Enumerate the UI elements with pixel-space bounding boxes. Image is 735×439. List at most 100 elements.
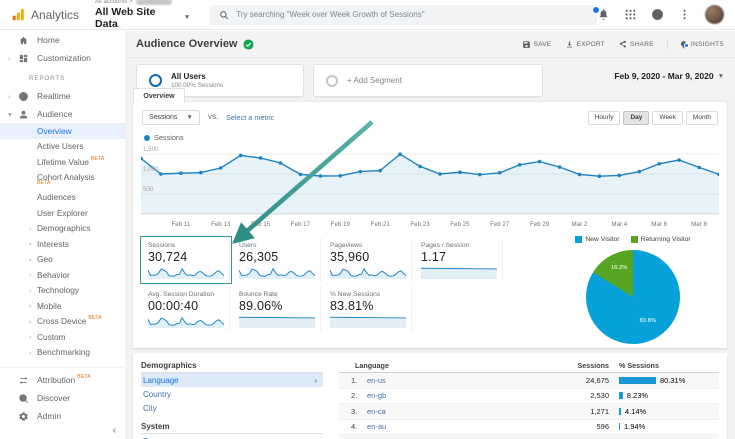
sidebar-item-label: Geo (37, 254, 53, 265)
more-options-icon[interactable] (678, 8, 691, 21)
chevron-right-icon: › (29, 270, 32, 280)
account-selector[interactable]: All accounts > All Web Site Data ▼ (95, 0, 190, 30)
metric-value: 35,960 (330, 250, 370, 264)
insights-button[interactable]: INSIGHTS (666, 39, 724, 49)
sidebar-item-audience[interactable]: ▾ Audience (0, 105, 125, 123)
x-axis-tick: Feb 27 (490, 221, 510, 228)
add-segment-button[interactable]: + Add Segment (313, 64, 543, 97)
sidebar-item-technology[interactable]: › Technology (0, 283, 125, 299)
dimension-city[interactable]: City (141, 401, 323, 415)
granularity-week-button[interactable]: Week (652, 110, 683, 125)
sidebar-item-label: Lifetime Value (37, 156, 89, 167)
brand-name: Analytics (31, 7, 80, 22)
sidebar-item-user-explorer[interactable]: User Explorer (0, 205, 125, 221)
metric-value: 1.17 (421, 250, 447, 264)
sidebar-item-active-users[interactable]: Active Users (0, 139, 125, 155)
metric-card-sessions[interactable]: Sessions 30,724 (140, 236, 232, 284)
language-link[interactable]: en-ca (367, 406, 386, 416)
sidebar-item-realtime[interactable]: › Realtime (0, 87, 125, 105)
sidebar-item-home[interactable]: Home (0, 31, 125, 49)
language-link[interactable]: en-gb (367, 391, 387, 401)
search-input[interactable]: Try searching "Week over Week Growth of … (210, 4, 597, 25)
metric-card-users[interactable]: Users 26,305 (233, 238, 321, 282)
column-header-pct-sessions[interactable]: % Sessions (619, 361, 659, 370)
column-header-language[interactable]: Language (355, 361, 389, 370)
sidebar-item-attribution[interactable]: Attribution BETA (0, 371, 125, 389)
segment-all-users[interactable]: All Users 100.00% Sessions (136, 64, 304, 97)
sidebar-item-label: Cross Device (37, 316, 87, 327)
sidebar-item-geo[interactable]: › Geo (0, 252, 125, 268)
sidebar-item-benchmarking[interactable]: › Benchmarking (0, 345, 125, 361)
chevron-right-icon: › (29, 316, 32, 326)
segment-title: All Users (171, 72, 206, 82)
metric-card-avg-session-duration[interactable]: Avg. Session Duration 00:00:40 (142, 287, 230, 331)
chevron-down-icon: ▼ (183, 14, 191, 22)
row-rank: 5. (351, 438, 363, 439)
beta-badge: BETA (88, 315, 102, 322)
help-icon[interactable] (651, 8, 664, 21)
language-link[interactable]: en-us (367, 375, 386, 385)
sidebar-item-label: Technology (37, 285, 79, 296)
sidebar-item-customization[interactable]: › Customization (0, 49, 125, 67)
save-button[interactable]: SAVE (522, 40, 552, 49)
notifications-bell-icon[interactable] (592, 6, 610, 21)
share-button[interactable]: SHARE (618, 40, 654, 49)
share-icon (619, 40, 626, 47)
language-link[interactable]: en-za (363, 438, 524, 439)
dimension-label: Language (143, 375, 179, 385)
sidebar-item-label: Home (37, 35, 60, 45)
select-metric-link[interactable]: Select a metric (226, 113, 275, 122)
metric-card-new-sessions[interactable]: % New Sessions 83.81% (324, 287, 412, 331)
metric-dropdown[interactable]: Sessions ▼ (142, 110, 200, 125)
x-axis-tick: Feb 29 (529, 221, 550, 228)
pct-bar (619, 392, 623, 400)
export-icon (566, 41, 572, 47)
metric-value: 26,305 (239, 250, 279, 264)
analytics-logo[interactable]: Analytics (0, 8, 79, 22)
y-axis-tick: 500 (143, 186, 154, 193)
x-axis-tick: Feb 11 (171, 221, 191, 228)
realtime-icon (18, 91, 29, 102)
sidebar-item-overview[interactable]: Overview (0, 123, 125, 139)
granularity-group: Hourly Day Week Month (587, 110, 718, 125)
sidebar-item-behavior[interactable]: › Behavior (0, 267, 125, 283)
sidebar-item-audiences[interactable]: Audiences (0, 190, 125, 206)
metric-card-pages-session[interactable]: Pages / Session 1.17 (415, 238, 503, 282)
sidebar-item-discover[interactable]: Discover (0, 389, 125, 407)
chevron-right-icon: › (29, 254, 32, 264)
sidebar-item-admin[interactable]: Admin (0, 407, 125, 425)
export-button[interactable]: EXPORT (565, 40, 605, 49)
user-avatar[interactable] (705, 5, 724, 24)
sidebar-item-label: Overview (37, 125, 72, 136)
table-row: 1. en-us 24,675 80.31% (339, 373, 719, 389)
table-row: 4. en-au 596 1.94% (339, 420, 719, 435)
sidebar-item-label: User Explorer (37, 207, 88, 218)
metric-card-bounce-rate[interactable]: Bounce Rate 89.06% (233, 287, 321, 331)
segment-ring-icon (149, 74, 162, 87)
granularity-hourly-button[interactable]: Hourly (587, 110, 621, 125)
sidebar: Home › Customization REPORTS › Realtime ▾ Audie… (0, 31, 125, 439)
metric-card-pageviews[interactable]: Pageviews 35,960 (324, 238, 412, 282)
sidebar-item-interests[interactable]: › Interests (0, 236, 125, 252)
sidebar-item-label: Custom (37, 331, 66, 342)
language-link[interactable]: en-au (367, 422, 387, 432)
tab-overview[interactable]: Overview (133, 88, 185, 103)
granularity-month-button[interactable]: Month (685, 110, 718, 125)
sidebar-item-custom[interactable]: › Custom (0, 329, 125, 345)
beta-badge: BETA (37, 180, 51, 187)
sidebar-item-demographics[interactable]: › Demographics (0, 221, 125, 237)
dimension-language[interactable]: Language › (141, 373, 323, 387)
apps-grid-icon[interactable] (624, 8, 637, 21)
date-range-picker[interactable]: Feb 9, 2020 - Mar 9, 2020 ▼ (614, 71, 724, 81)
chevron-right-icon: › (314, 375, 317, 385)
dimension-country[interactable]: Country (141, 387, 323, 401)
x-axis-tick: Feb 15 (250, 221, 271, 228)
dimension-browser[interactable]: Browser (141, 434, 323, 439)
granularity-day-button[interactable]: Day (623, 110, 650, 125)
sidebar-item-lifetime-value[interactable]: Lifetime Value BETA (0, 154, 125, 170)
sidebar-collapse-button[interactable]: ‹ (112, 425, 116, 436)
sidebar-item-cohort-analysis[interactable]: Cohort Analysis BETA (0, 170, 125, 190)
sidebar-item-cross-device[interactable]: › Cross Device BETA (0, 314, 125, 330)
sidebar-item-mobile[interactable]: › Mobile (0, 298, 125, 314)
column-header-sessions[interactable]: Sessions (577, 361, 609, 370)
